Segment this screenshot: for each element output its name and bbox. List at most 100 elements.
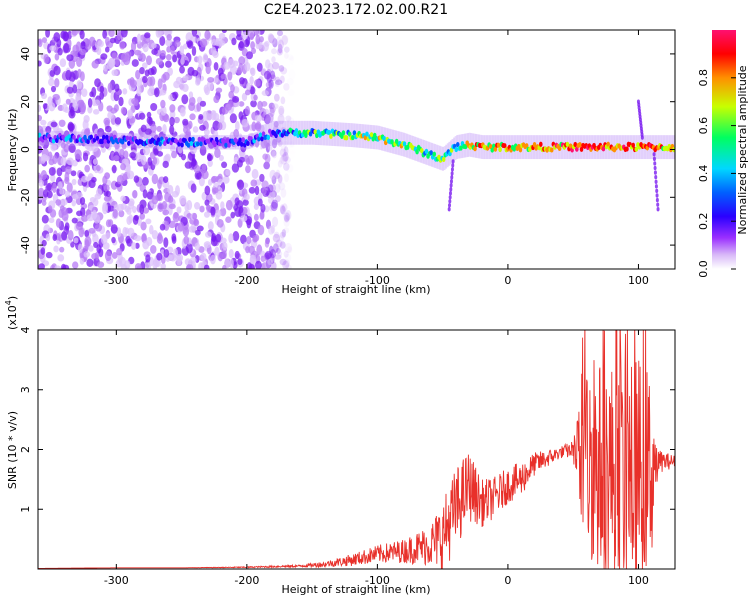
noise-speckle	[188, 120, 193, 129]
noise-speckle	[110, 107, 118, 114]
noise-speckle	[59, 188, 65, 195]
noise-speckle	[273, 172, 281, 180]
ridge-cell	[257, 136, 261, 142]
noise-speckle	[272, 243, 279, 253]
noise-speckle	[253, 213, 259, 222]
ridge-cell	[518, 147, 523, 153]
ridge-cell	[156, 137, 161, 143]
noise-speckle	[156, 125, 162, 132]
noise-speckle	[67, 229, 74, 241]
noise-speckle	[275, 247, 281, 255]
noise-speckle	[75, 41, 82, 52]
noise-speckle	[120, 163, 127, 171]
noise-speckle	[162, 124, 167, 135]
noise-speckle	[157, 30, 163, 38]
noise-speckle	[280, 205, 286, 215]
y-tick-label: 1	[19, 506, 32, 513]
noise-speckle	[150, 66, 157, 75]
spectrogram-ridge	[38, 99, 675, 212]
svg-text:(x104): (x104)	[4, 296, 19, 330]
noise-speckle	[281, 34, 289, 45]
noise-speckle	[166, 46, 171, 53]
noise-speckle	[66, 182, 73, 193]
noise-speckle	[218, 154, 224, 162]
noise-speckle	[163, 248, 170, 258]
ridge-cell	[459, 145, 463, 151]
noise-speckle	[157, 202, 164, 213]
ridge-cell	[266, 134, 271, 140]
noise-speckle	[94, 223, 103, 232]
noise-speckle	[68, 81, 74, 88]
noise-speckle	[82, 119, 89, 130]
noise-speckle	[79, 102, 87, 113]
noise-speckle	[68, 143, 76, 154]
noise-speckle	[273, 231, 280, 239]
noise-speckle	[105, 232, 111, 239]
noise-speckle	[289, 55, 294, 61]
noise-speckle	[107, 219, 114, 227]
noise-speckle	[57, 181, 63, 190]
noise-speckle	[46, 182, 52, 192]
ridge-halo	[551, 135, 554, 160]
noise-speckle	[146, 191, 154, 200]
ridge-cell	[498, 146, 502, 153]
noise-speckle	[211, 235, 217, 242]
noise-speckle	[285, 209, 292, 221]
noise-speckle	[76, 80, 83, 90]
noise-speckle	[215, 87, 223, 94]
noise-speckle	[237, 258, 243, 265]
noise-speckle	[267, 225, 275, 235]
noise-speckle	[179, 107, 186, 117]
ridge-cell	[625, 146, 629, 152]
noise-speckle	[284, 242, 293, 253]
noise-speckle	[64, 190, 71, 198]
noise-speckle	[198, 262, 204, 269]
noise-speckle	[103, 64, 108, 72]
noise-speckle	[159, 223, 166, 231]
noise-speckle	[72, 261, 79, 269]
noise-speckle	[263, 70, 271, 80]
ridge-cell	[502, 143, 507, 149]
noise-speckle	[54, 77, 60, 88]
noise-speckle	[237, 179, 245, 190]
noise-speckle	[238, 111, 244, 120]
noise-speckle	[140, 221, 147, 231]
noise-speckle	[270, 149, 276, 158]
noise-speckle	[105, 46, 110, 53]
noise-speckle	[252, 30, 260, 36]
ridge-halo	[628, 135, 631, 160]
noise-speckle	[134, 49, 142, 56]
noise-speckle	[145, 218, 152, 225]
noise-speckle	[108, 30, 115, 38]
noise-speckle	[41, 214, 49, 224]
noise-speckle	[246, 236, 252, 245]
ridge-cell	[606, 141, 610, 147]
noise-speckle	[76, 57, 83, 68]
ridge-cell	[224, 142, 228, 148]
noise-speckle	[42, 103, 48, 110]
noise-speckle	[93, 241, 99, 249]
noise-speckle	[250, 100, 257, 108]
noise-speckle	[57, 47, 63, 56]
noise-speckle	[50, 264, 56, 269]
noise-speckle	[171, 150, 178, 159]
noise-speckle	[254, 185, 260, 196]
noise-speckle	[225, 199, 233, 211]
noise-speckle	[167, 254, 173, 261]
ridge-cell	[557, 145, 562, 152]
noise-speckle	[267, 144, 273, 151]
noise-speckle	[283, 140, 288, 147]
noise-speckle	[56, 38, 62, 48]
x-tick-label: 100	[628, 274, 649, 287]
noise-speckle	[156, 234, 164, 244]
noise-speckle	[96, 261, 105, 268]
ridge-spike	[656, 202, 660, 207]
ridge-cell	[195, 141, 200, 147]
noise-speckle	[160, 50, 166, 57]
noise-speckle	[116, 30, 122, 41]
ridge-halo	[330, 121, 333, 146]
ridge-cell	[549, 147, 554, 153]
noise-speckle	[159, 35, 166, 47]
noise-speckle	[222, 241, 228, 251]
ridge-spike	[450, 167, 454, 172]
